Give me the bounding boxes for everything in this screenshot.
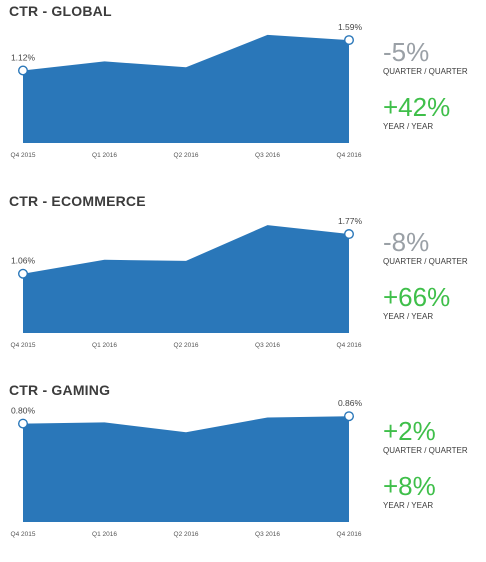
- year-change-stat: +42% YEAR / YEAR: [383, 93, 450, 131]
- stat-value: -5%: [383, 37, 430, 67]
- data-label: 0.86%: [338, 398, 363, 408]
- chart-panel: CTR - ECOMMERCE 1.06% 1.77% Q4 2015 Q1 2016 Q…: [0, 190, 486, 373]
- chart-title: CTR - GLOBAL: [9, 3, 112, 19]
- x-tick-label: Q2 2016: [174, 342, 199, 349]
- quarter-change-stat: -8% QUARTER / QUARTER: [383, 228, 468, 266]
- x-tick-label: Q2 2016: [174, 531, 199, 538]
- stat-value: +2%: [383, 416, 436, 446]
- chart-title: CTR - ECOMMERCE: [9, 193, 146, 209]
- series-area: [23, 416, 349, 522]
- x-tick-label: Q3 2016: [255, 342, 280, 349]
- data-point-marker: [344, 411, 355, 422]
- chart-panel: CTR - GLOBAL 1.12% 1.59% Q4 2015 Q1 2016 Q2 2…: [0, 0, 486, 183]
- data-point-marker: [18, 418, 29, 429]
- series-area: [23, 34, 349, 143]
- x-tick-label: Q4 2015: [11, 342, 36, 349]
- stat-caption: QUARTER / QUARTER: [383, 257, 468, 266]
- x-tick-label: Q4 2015: [11, 531, 36, 538]
- data-point-marker: [344, 35, 355, 46]
- x-tick-label: Q1 2016: [92, 152, 117, 159]
- area-chart: 1.06% 1.77% Q4 2015 Q1 2016 Q2 2016 Q3 2016 Q4…: [11, 216, 363, 349]
- year-change-stat: +66% YEAR / YEAR: [383, 283, 450, 321]
- x-tick-label: Q4 2016: [337, 152, 362, 159]
- x-tick-label: Q1 2016: [92, 531, 117, 538]
- data-label: 1.77%: [338, 216, 363, 226]
- stat-value: +42%: [383, 92, 451, 122]
- stat-caption: YEAR / YEAR: [383, 312, 434, 321]
- stat-value: -8%: [383, 227, 430, 257]
- stat-caption: YEAR / YEAR: [383, 122, 434, 131]
- data-point-marker: [18, 65, 29, 76]
- x-tick-label: Q3 2016: [255, 531, 280, 538]
- stat-caption: QUARTER / QUARTER: [383, 446, 468, 455]
- x-tick-label: Q4 2016: [337, 531, 362, 538]
- area-chart: 0.80% 0.86% Q4 2015 Q1 2016 Q2 2016 Q3 2016 Q4…: [11, 398, 363, 538]
- area-chart: 1.12% 1.59% Q4 2015 Q1 2016 Q2 2016 Q3 2016 Q4…: [11, 22, 363, 159]
- chart-title: CTR - GAMING: [9, 382, 111, 398]
- stat-caption: YEAR / YEAR: [383, 501, 434, 510]
- data-label: 1.06%: [11, 256, 36, 266]
- stat-value: +8%: [383, 471, 436, 501]
- data-point-marker: [18, 268, 29, 279]
- quarter-change-stat: -5% QUARTER / QUARTER: [383, 38, 468, 76]
- x-tick-label: Q2 2016: [174, 152, 199, 159]
- series-area: [23, 225, 349, 333]
- stat-caption: QUARTER / QUARTER: [383, 67, 468, 76]
- data-point-marker: [344, 229, 355, 240]
- stat-value: +66%: [383, 282, 451, 312]
- x-tick-label: Q1 2016: [92, 342, 117, 349]
- quarter-change-stat: +2% QUARTER / QUARTER: [383, 417, 468, 455]
- x-tick-label: Q3 2016: [255, 152, 280, 159]
- chart-panel: CTR - GAMING 0.80% 0.86% Q4 2015 Q1 2016 Q2 2…: [0, 379, 486, 562]
- data-label: 1.59%: [338, 22, 363, 32]
- x-tick-label: Q4 2016: [337, 342, 362, 349]
- x-tick-label: Q4 2015: [11, 152, 36, 159]
- data-label: 0.80%: [11, 406, 36, 416]
- data-label: 1.12%: [11, 52, 36, 62]
- year-change-stat: +8% YEAR / YEAR: [383, 472, 436, 510]
